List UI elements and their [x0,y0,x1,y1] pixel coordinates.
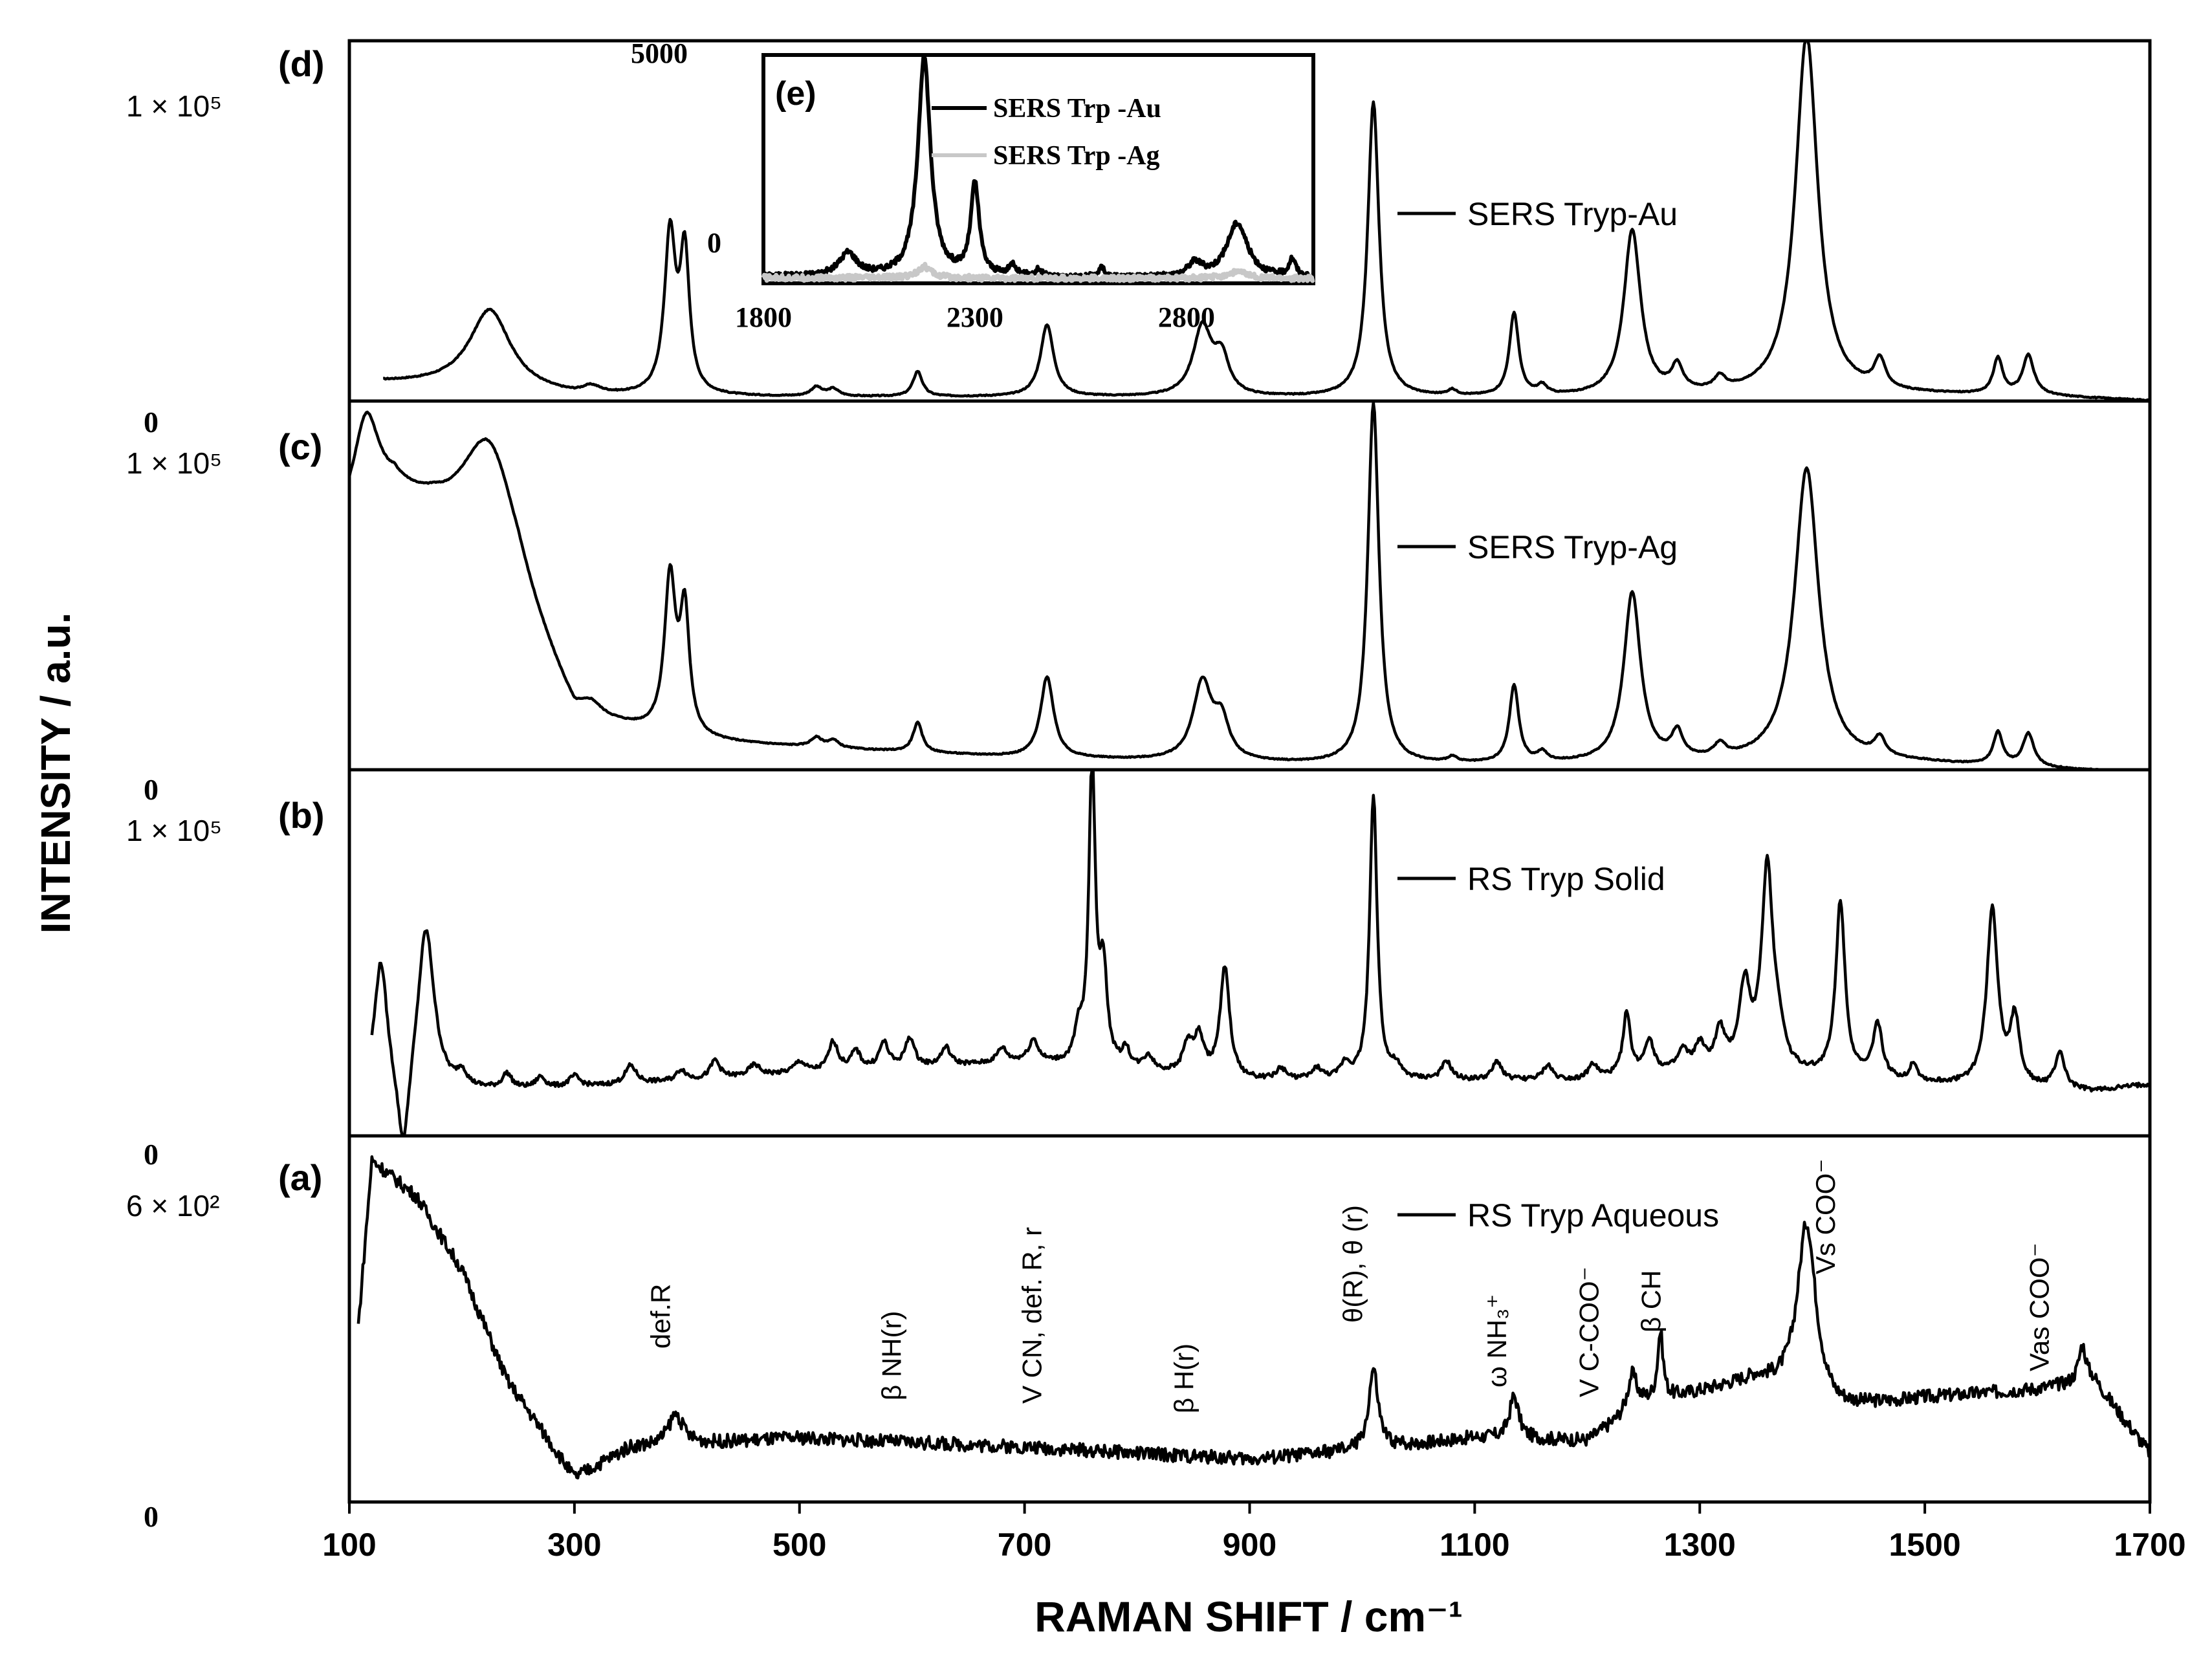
x-tick-label: 500 [772,1527,826,1563]
x-tick-label: 700 [998,1527,1051,1563]
series-line-d [382,39,2151,402]
plot-area: INTENSITY / a.u.SERS Tryp-Au(d)1 × 10⁵0S… [32,38,2186,1640]
peak-annotation: β CH [1636,1270,1666,1333]
peak-annotation: θ(R), θ (r) [1337,1205,1368,1323]
peak-annotation: ω NH₃⁺ [1482,1294,1512,1387]
series-line-c [347,401,2151,772]
peak-annotation: def.R [646,1284,676,1349]
inset-y-top-label: 5000 [631,38,688,69]
series-line-a [356,1155,2152,1480]
y-axis-title: INTENSITY / a.u. [32,613,79,934]
inset-x-tick-label: 2800 [1158,301,1215,333]
inset-series-line [761,261,1315,283]
legend-label-d: SERS Tryp-Au [1467,196,1678,232]
legend-label-a: RS Tryp Aqueous [1467,1197,1719,1234]
panel-a: RS Tryp Aqueous (a) 6 × 10² 0 def.R β NH(r) V … [126,1155,2152,1533]
series-line-b [370,768,2152,1138]
x-tick-label: 900 [1223,1527,1276,1563]
y-zero-label-a: 0 [144,1500,159,1533]
x-axis-title: RAMAN SHIFT / cm⁻¹ [1035,1593,1463,1640]
legend-label-c: SERS Tryp-Ag [1467,529,1678,565]
inset-series-line [762,56,1315,281]
y-top-label-c: 1 × 10⁵ [126,446,222,480]
x-tick-label: 1100 [1440,1527,1509,1563]
x-tick-label: 1300 [1664,1527,1736,1563]
panel-d: SERS Tryp-Au (d) 1 × 10⁵ 0 [126,39,2151,439]
peak-annotation: β H(r) [1169,1344,1199,1413]
inset-frame [761,53,1315,285]
inset-label: (e) [775,75,816,113]
y-zero-label-c: 0 [144,773,159,806]
peak-annotation: β NH(r) [876,1311,906,1400]
x-tick-label: 300 [547,1527,601,1563]
panel-label-d: (d) [278,43,325,84]
y-top-label-a: 6 × 10² [126,1189,220,1223]
y-top-label-d: 1 × 10⁵ [126,89,222,123]
panel-c: SERS Tryp-Ag (c) 1 × 10⁵ 0 [126,401,2151,806]
inset-y-zero-label: 0 [707,227,721,259]
inset-x-tick-label: 2300 [947,301,1003,333]
peak-annotation: V CN, def. R, r [1017,1227,1047,1404]
y-zero-label-b: 0 [144,1138,159,1171]
panel-label-b: (b) [278,795,325,836]
x-tick-label: 1500 [1889,1527,1961,1563]
panel-label-c: (c) [278,426,322,467]
inset-panel: SERS Trp -Au SERS Trp -Ag (e) 5000 0 1800 2300… [631,38,1315,333]
y-top-label-b: 1 × 10⁵ [126,814,222,847]
y-zero-label-d: 0 [144,406,159,439]
peak-annotation: V C-COO⁻ [1574,1267,1604,1397]
inset-x-tick-label: 1800 [735,301,792,333]
panel-b: RS Tryp Solid (b) 1 × 10⁵ 0 [126,768,2152,1171]
inset-legend-label: SERS Trp -Ag [993,141,1160,171]
x-tick-label: 100 [322,1527,376,1563]
legend-label-b: RS Tryp Solid [1467,861,1665,897]
peak-annotation: Vas COO⁻ [2024,1243,2055,1371]
peak-annotation: Vs COO⁻ [1810,1159,1841,1274]
x-tick-label: 1700 [2114,1527,2185,1563]
inset-legend-label: SERS Trp -Au [993,94,1161,124]
panel-label-a: (a) [278,1157,322,1198]
